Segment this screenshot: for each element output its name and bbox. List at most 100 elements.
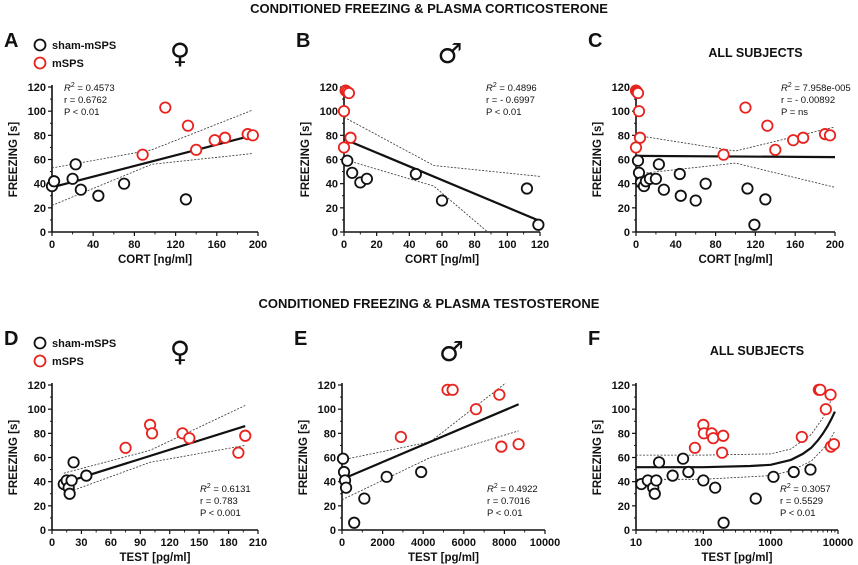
stat-r-squared: R2 = 0.4896 [486,82,537,94]
data-point-mSPS [239,429,252,442]
y-axis-label: FREEZING [s] [8,420,20,496]
fit-group [342,383,520,501]
x-tick-label: 180 [219,537,237,549]
y-tick-label: 100 [612,404,630,416]
y-tick-label: 120 [28,82,46,94]
regression-line [342,403,520,481]
data-point-mSPS [814,383,827,396]
y-tick-label: 120 [612,380,630,392]
panel-letter: E [294,328,307,350]
data-point-sham-mSPS [717,516,730,529]
fit-group [344,116,540,232]
data-point-sham-mSPS [673,167,686,181]
regression-line [636,411,836,469]
x-tick-label: 10 [630,537,642,549]
data-point-mSPS [337,105,351,118]
data-point-sham-mSPS [360,172,373,185]
data-point-sham-mSPS [682,465,695,479]
x-tick-label: 120 [531,239,549,251]
chart-panel-a: A ♀ 0 20 40 60 80 100 120 0 40 80 120 160 200 CORT [ng/… [4,30,267,266]
stat-r: r = - 0.6997 [486,95,535,106]
x-tick-label: 0 [341,239,347,251]
data-point-sham-mSPS [804,463,817,476]
stat-r-squared: R2 = 0.4573 [64,82,115,94]
data-point-mSPS [797,131,810,144]
y-tick-label: 100 [612,106,630,118]
data-point-mSPS [769,143,782,156]
y-tick-label: 0 [330,525,336,537]
data-point-sham-mSPS [631,154,645,167]
data-point-sham-mSPS [65,474,78,487]
data-point-sham-mSPS [649,172,663,185]
ci-upper-line [344,116,540,177]
x-axis-label: TEST [pg/ml] [408,552,479,564]
data-point-mSPS [717,429,730,442]
data-point-sham-mSPS [697,474,710,487]
y-tick-label: 40 [618,179,630,191]
x-tick-label: 20 [371,239,383,251]
y-tick-label: 20 [34,203,46,215]
data-point-sham-mSPS [674,189,687,202]
data-point-sham-mSPS [118,177,131,190]
data-point-mSPS [823,129,837,142]
data-point-mSPS [119,441,132,454]
data-point-mSPS [159,101,172,114]
data-point-sham-mSPS [650,474,663,487]
data-point-sham-mSPS [741,182,754,195]
data-point-mSPS [469,403,483,416]
y-tick-label: 40 [324,477,336,489]
data-point-sham-mSPS [63,487,76,500]
legend-marker-sham-mSPS [33,38,47,52]
x-tick-label: 210 [249,537,267,549]
stat-p: P < 0.01 [780,508,815,519]
x-tick-label: 150 [190,537,208,549]
x-tick-label: 30 [75,537,87,549]
stat-p: P < 0.01 [64,107,99,118]
panel-letter: C [588,30,602,52]
legend-marker-mSPS [33,354,47,368]
data-point-mSPS [246,129,259,142]
data-point-mSPS [337,141,351,154]
y-tick-label: 100 [28,106,46,118]
x-tick-label: 40 [87,239,99,251]
x-tick-label: 6000 [452,537,476,549]
legend-marker-mSPS [33,56,47,70]
chart-panel-c: C ALL SUBJECTS 0 20 40 60 80 100 120 0 40 80 120 160 2… [588,30,851,266]
male-symbol-icon: ♂ [439,335,464,368]
y-tick-label: 80 [34,428,46,440]
x-tick-label: 60 [105,537,117,549]
x-tick-label: 8000 [492,537,516,549]
stat-r-squared: R2 = 0.3057 [780,483,831,495]
data-point-mSPS [190,143,203,156]
y-tick-label: 60 [326,155,338,167]
y-tick-label: 20 [326,203,338,215]
y-tick-label: 120 [320,82,338,94]
x-tick-label: 1000 [758,537,782,549]
x-tick-label: 80 [709,239,721,251]
data-point-mSPS [633,131,647,144]
female-symbol-icon: ♀ [170,37,191,70]
x-tick-label: 200 [826,239,844,251]
x-tick-label: 40 [403,239,415,251]
data-point-mSPS [342,86,355,100]
data-point-sham-mSPS [749,492,762,505]
y-tick-label: 40 [326,179,338,191]
x-tick-label: 120 [746,239,764,251]
x-tick-label: 80 [469,239,481,251]
data-point-sham-mSPS [652,456,666,469]
data-point-mSPS [827,438,841,451]
y-tick-label: 80 [324,428,336,440]
male-symbol-icon: ♂ [437,37,462,70]
data-point-sham-mSPS [358,492,371,505]
data-point-mSPS [145,427,159,440]
panel-letter: B [296,30,310,52]
y-tick-label: 120 [28,380,46,392]
data-point-mSPS [512,438,525,451]
x-tick-label: 160 [786,239,804,251]
y-tick-label: 60 [618,155,630,167]
legend-label-sham-mSPS: sham-mSPS [52,338,116,350]
y-tick-label: 120 [318,380,336,392]
x-axis-label: TEST [pg/ml] [120,552,191,564]
data-point-mSPS [819,403,832,416]
